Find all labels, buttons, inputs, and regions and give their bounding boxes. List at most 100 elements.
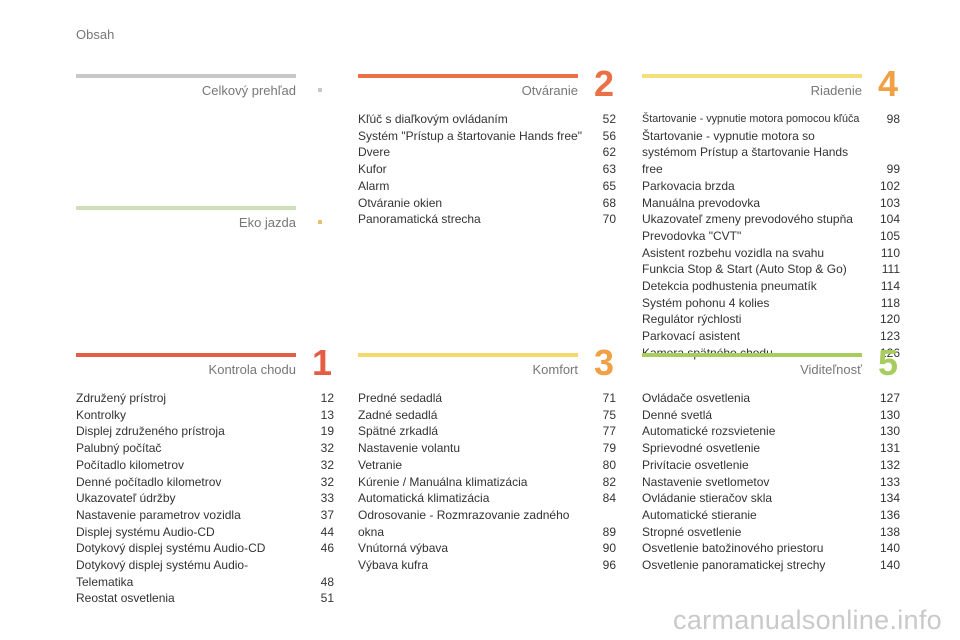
toc-entry[interactable]: Parkovací asistent 123 [642,328,900,345]
toc-entry-label: Asistent rozbehu vozidla na svahu [642,245,825,260]
toc-entry[interactable]: Alarm 65 [358,178,616,195]
toc-entry-page: 140 [879,541,900,556]
toc-entry[interactable]: Palubný počítač 32 [76,440,334,457]
toc-entry[interactable]: Kľúč s diaľkovým ovládaním 52 [358,111,616,128]
toc-entry-label: Spätné zrkadlá [358,424,439,439]
toc-entry-label: Kľúč s diaľkovým ovládaním [358,112,508,126]
toc-entry-label: Denné počítadlo kilometrov [76,474,222,489]
toc-entry-page: 46 [320,541,334,556]
toc-entry[interactable]: Spätné zrkadlá 77 [358,423,616,440]
toc-entry-page: 75 [602,407,616,422]
toc-entry-page: 130 [879,407,900,422]
toc-entry-page: 56 [602,128,616,143]
section-title: Kontrola chodu [208,362,296,377]
toc-entry-label: Dotykový displej systému Audio-Telematik… [76,558,249,589]
toc-entry[interactable]: Nastavenie svetlometov 133 [642,474,900,491]
toc-entry[interactable]: Nastavenie parametrov vozidla 37 [76,507,334,524]
toc-entry[interactable]: Displej systému Audio-CD 44 [76,524,334,541]
toc-entry[interactable]: Sprievodné osvetlenie 131 [642,440,900,457]
toc-entry[interactable]: Štartovanie - vypnutie motora pomocou kľ… [642,111,900,128]
toc-entry-page: 13 [320,407,334,422]
toc-entry[interactable]: Kontrolky 13 [76,407,334,424]
toc-entry-label: Ovládanie stieračov skla [642,491,773,506]
toc-entry-label: Výbava kufra [358,558,429,573]
toc-entry[interactable]: Regulátor rýchlosti 120 [642,311,900,328]
section-otvaranie: Otváranie 2 Kľúč s diaľkovým ovládaním 52… [358,64,616,228]
toc-entry-page: 105 [879,228,900,243]
toc-entry[interactable]: Ukazovateľ údržby 33 [76,490,334,507]
toc-entry[interactable]: Panoramatická strecha 70 [358,211,616,228]
toc-entry[interactable]: Denné svetlá 130 [642,407,900,424]
toc-entry[interactable]: Kúrenie / Manuálna klimatizácia 82 [358,474,616,491]
toc-entry[interactable]: Ovládanie stieračov skla 134 [642,490,900,507]
toc-entry-page: 89 [602,524,616,539]
toc-entry[interactable]: Odrosovanie - Rozmrazovanie zadného okna… [358,507,616,540]
toc-entry[interactable]: Manuálna prevodovka 103 [642,195,900,212]
toc-entry-label: Alarm [358,178,390,193]
toc-entry-page: 51 [320,591,334,606]
section-bar [76,74,296,78]
section-bar [358,353,578,357]
toc-entry-label: Automatické rozsvietenie [642,424,776,439]
toc-entry[interactable]: Asistent rozbehu vozidla na svahu 110 [642,245,900,262]
toc-entry-page: 12 [320,391,334,405]
toc-entry[interactable]: Systém pohonu 4 kolies 118 [642,295,900,312]
toc-entry[interactable]: Reostat osvetlenia 51 [76,590,334,607]
toc-entry[interactable]: Počítadlo kilometrov 32 [76,457,334,474]
toc-entry-page: 140 [879,558,900,573]
toc-entry[interactable]: Automatické rozsvietenie 130 [642,423,900,440]
toc-entry[interactable]: Zadné sedadlá 75 [358,407,616,424]
toc-entry[interactable]: Detekcia podhustenia pneumatík 114 [642,278,900,295]
toc-entry[interactable]: Prevodovka "CVT" 105 [642,228,900,245]
toc-entry[interactable]: Displej združeného prístroja 19 [76,423,334,440]
toc-entry-label: Displej združeného prístroja [76,424,225,439]
toc-entry-label: Počítadlo kilometrov [76,457,185,472]
toc-entry[interactable]: Dvere 62 [358,144,616,161]
toc-entry-label: Nastavenie volantu [358,441,461,456]
section-eco: Eko jazda [76,206,334,246]
toc-entry-label: Dotykový displej systému Audio-CD [76,541,266,556]
toc-entry[interactable]: Ukazovateľ zmeny prevodového stupňa 104 [642,211,900,228]
toc-entry-page: 126 [879,345,900,360]
toc-entry[interactable]: Otváranie okien 68 [358,195,616,212]
toc-entry[interactable]: Privítacie osvetlenie 132 [642,457,900,474]
toc-entry-label: Kufor [358,162,387,177]
toc-entry[interactable]: Stropné osvetlenie 138 [642,524,900,541]
toc-entry-label: Parkovací asistent [642,329,741,344]
toc-entry[interactable]: Automatické stieranie 136 [642,507,900,524]
toc-entry[interactable]: Združený prístroj 12 [76,390,334,407]
section-number: 3 [593,342,615,383]
toc-entry-page: 44 [320,524,334,539]
toc-entry[interactable]: Nastavenie volantu 79 [358,440,616,457]
toc-entry[interactable]: Dotykový displej systému Audio-CD 46 [76,540,334,557]
toc-entry[interactable]: Parkovacia brzda 102 [642,178,900,195]
toc-entry-page: 71 [602,391,616,405]
toc-entry[interactable]: Výbava kufra 96 [358,557,616,574]
toc-entry-label: Palubný počítač [76,441,162,456]
page-title: Obsah [76,27,115,42]
toc-entry-label: Združený prístroj [76,391,167,405]
toc-entry-page: 96 [602,558,616,573]
toc-entry-label: Sprievodné osvetlenie [642,441,761,456]
toc-entry[interactable]: Ovládače osvetlenia 127 [642,390,900,407]
toc-entry[interactable]: Systém "Prístup a štartovanie Hands free… [358,128,616,145]
toc-entry[interactable]: Denné počítadlo kilometrov 32 [76,474,334,491]
toc-entry[interactable]: Osvetlenie panoramatickej strechy 140 [642,557,900,574]
toc-entry-label: Detekcia podhustenia pneumatík [642,279,817,294]
toc-entry[interactable]: Kufor 63 [358,161,616,178]
toc-entry[interactable]: Automatická klimatizácia 84 [358,490,616,507]
toc-entry[interactable]: Predné sedadlá 71 [358,390,616,407]
toc-entry[interactable]: Funkcia Stop & Start (Auto Stop & Go) 111 [642,261,900,278]
toc-entry[interactable]: Osvetlenie batožinového priestoru 140 [642,540,900,557]
toc-entry-label: Automatická klimatizácia [358,491,490,506]
toc-entry[interactable]: Dotykový displej systému Audio-Telematik… [76,557,334,590]
toc-entry-page: 77 [602,424,616,439]
section-bar [76,353,296,357]
toc-entry-label: Predné sedadlá [358,391,443,405]
toc-entry[interactable]: Vetranie 80 [358,457,616,474]
toc-entry-label: Odrosovanie - Rozmrazovanie zadného okna [358,507,570,539]
toc-entry-page: 136 [879,507,900,522]
toc-entry[interactable]: Štartovanie - vypnutie motora so systémo… [642,128,900,178]
toc-entry[interactable]: Vnútorná výbava 90 [358,540,616,557]
toc-entry-page: 19 [320,424,334,439]
